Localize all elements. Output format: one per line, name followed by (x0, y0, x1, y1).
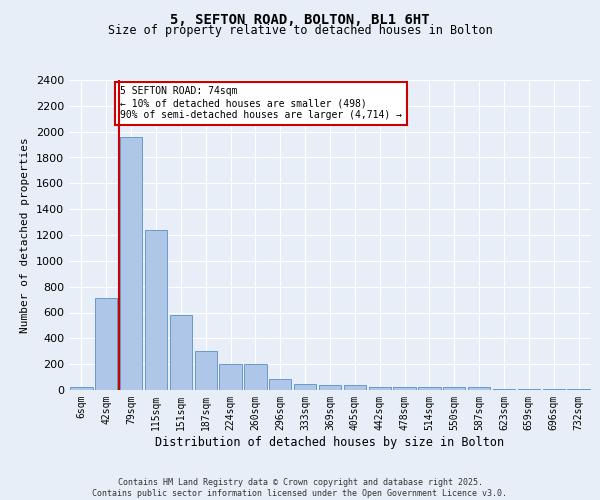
Bar (344, 385, 366, 390)
Bar (493, 388, 515, 390)
Bar (70, 388, 92, 390)
Bar (145, 230, 167, 390)
Bar (170, 315, 192, 390)
X-axis label: Distribution of detached houses by size in Bolton: Distribution of detached houses by size … (155, 436, 505, 448)
Bar (368, 386, 391, 390)
Bar (542, 388, 565, 390)
Bar (443, 388, 466, 390)
Text: Size of property relative to detached houses in Bolton: Size of property relative to detached ho… (107, 24, 493, 37)
Bar (220, 364, 242, 390)
Bar (418, 386, 440, 390)
Bar (95, 298, 118, 390)
Y-axis label: Number of detached properties: Number of detached properties (20, 137, 31, 333)
Bar (394, 386, 416, 390)
Bar (294, 384, 316, 390)
Bar (468, 388, 490, 390)
Text: 5 SEFTON ROAD: 74sqm
← 10% of detached houses are smaller (498)
90% of semi-deta: 5 SEFTON ROAD: 74sqm ← 10% of detached h… (120, 86, 402, 120)
Text: 5, SEFTON ROAD, BOLTON, BL1 6HT: 5, SEFTON ROAD, BOLTON, BL1 6HT (170, 12, 430, 26)
Bar (319, 385, 341, 390)
Bar (518, 388, 540, 390)
Bar (120, 137, 142, 390)
Bar (244, 364, 266, 390)
Bar (269, 380, 292, 390)
Text: Contains HM Land Registry data © Crown copyright and database right 2025.
Contai: Contains HM Land Registry data © Crown c… (92, 478, 508, 498)
Bar (194, 350, 217, 390)
